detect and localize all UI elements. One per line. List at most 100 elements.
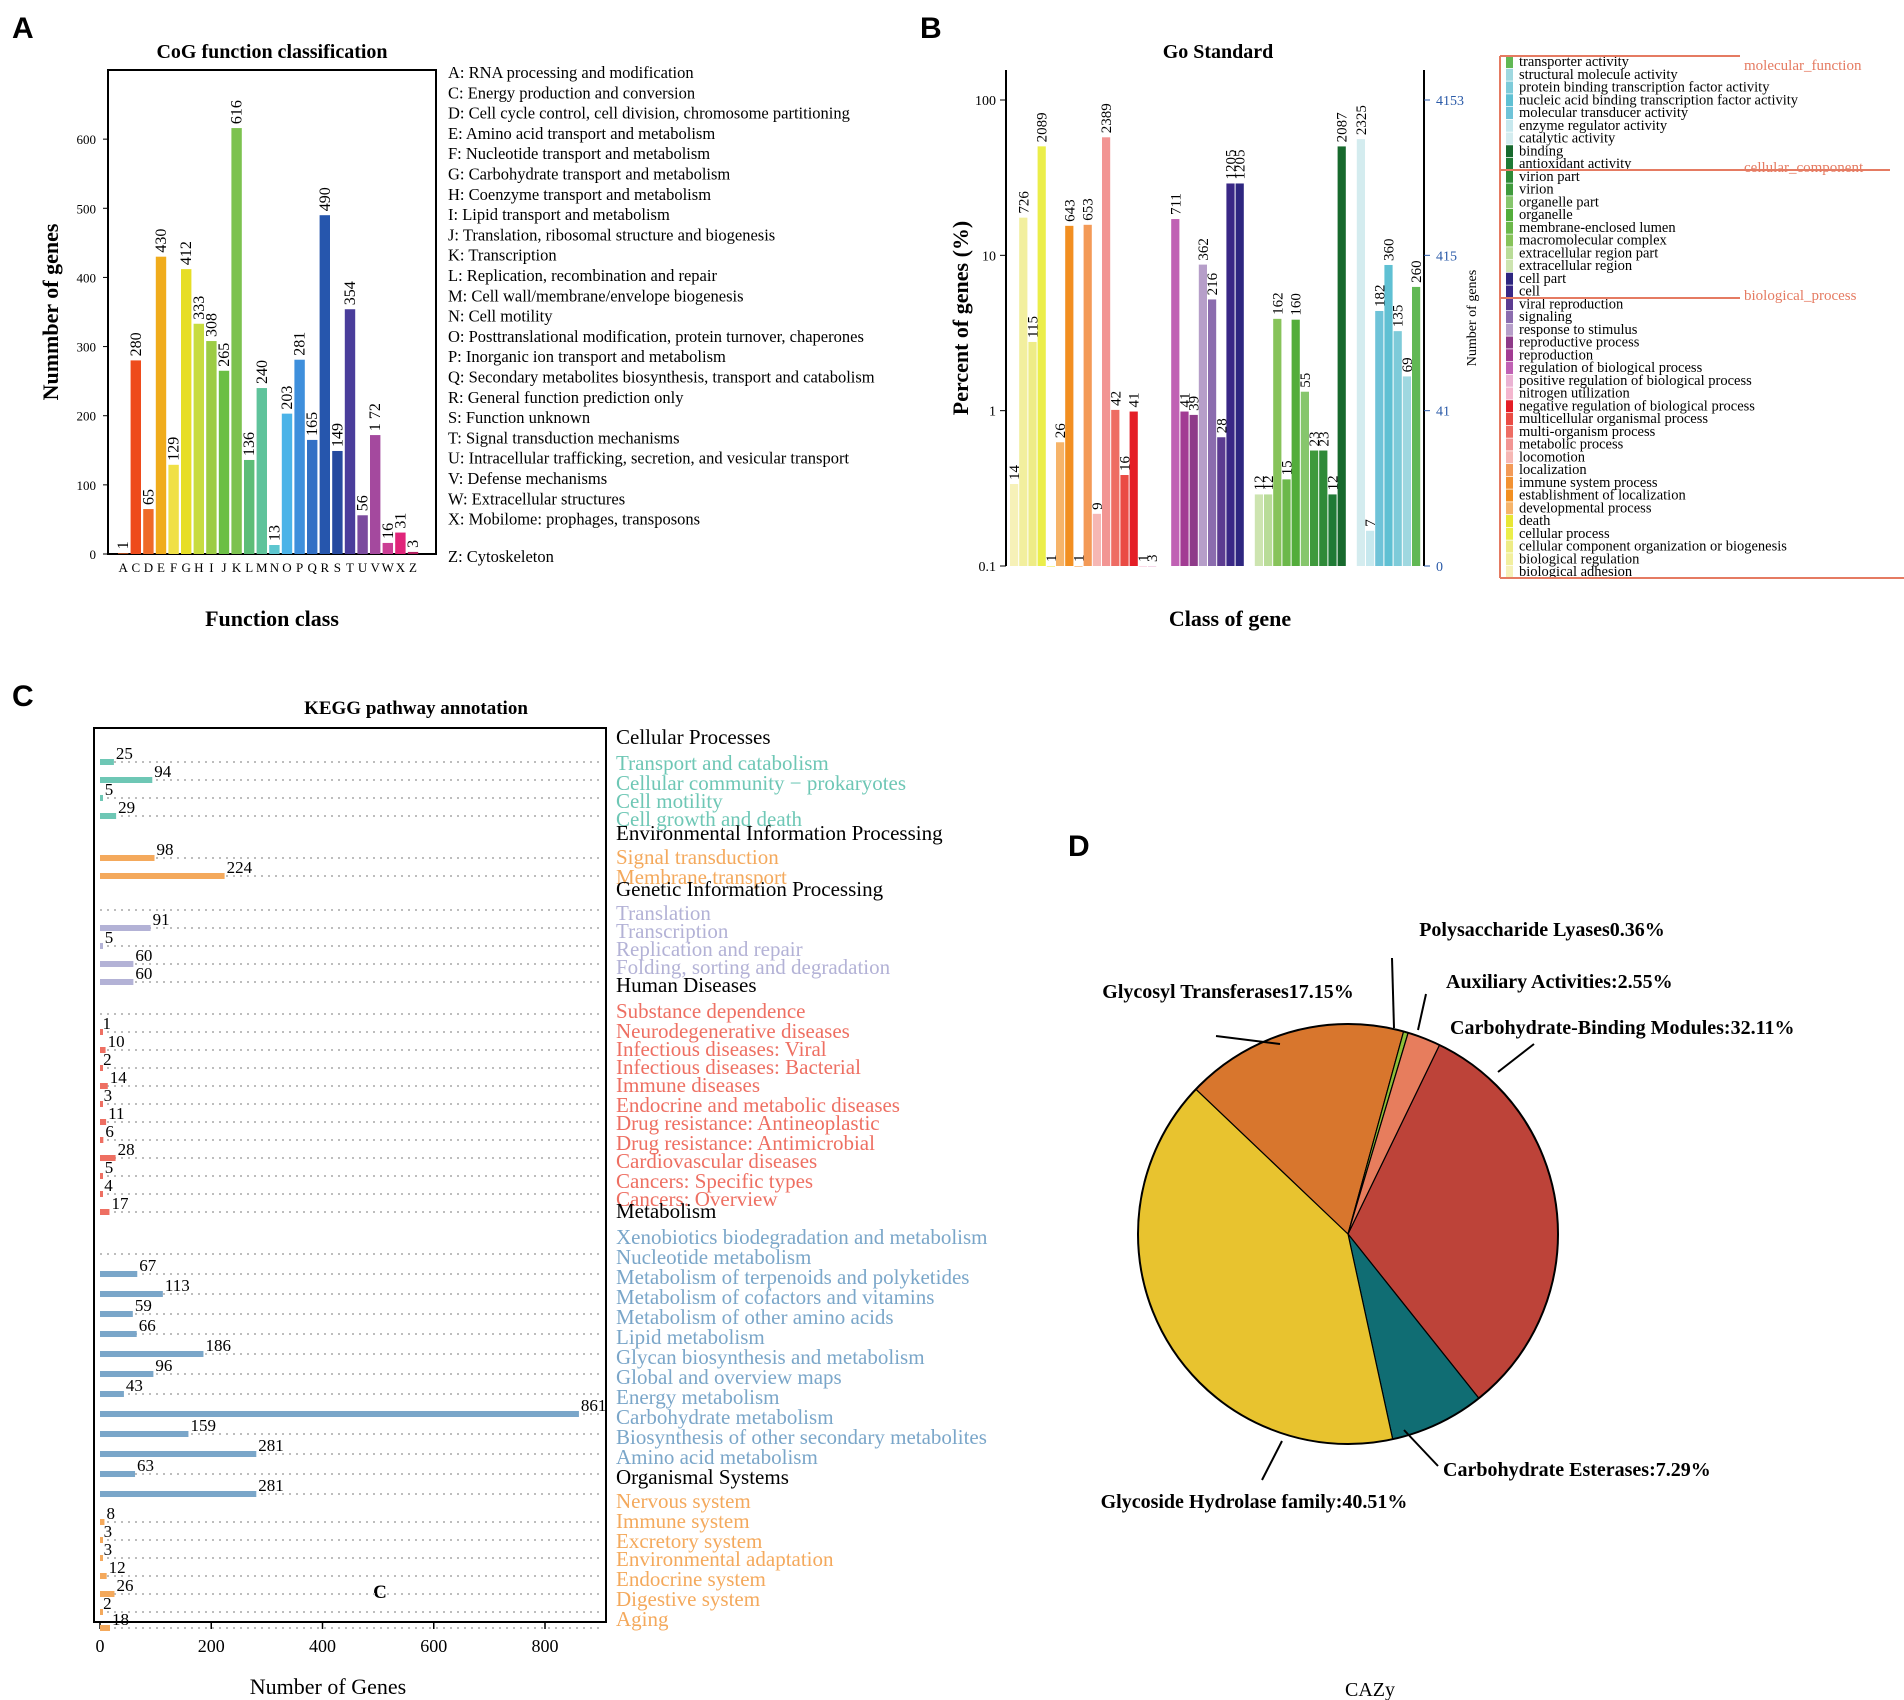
cog-bar-A (118, 553, 129, 554)
cog-category-label: C (131, 560, 140, 575)
go-ytick-label: 1 (989, 405, 996, 420)
go-ylabel-right: Number of genes (1465, 270, 1480, 366)
cog-bar-L (244, 459, 255, 554)
panel-letter-c: C (12, 680, 34, 713)
go-legend-swatch (1506, 515, 1513, 527)
cog-bar-P (294, 359, 305, 554)
go-value-label: 2325 (1354, 105, 1370, 135)
cog-bar-V (370, 435, 381, 554)
kegg-value-label: 59 (135, 1296, 152, 1315)
kegg-pathway-label: Drug resistance: Antimicrobial (616, 1131, 875, 1155)
cazy-leader-line (1391, 957, 1395, 1029)
cog-value-label: 149 (329, 423, 346, 447)
cog-ytick-label: 600 (77, 132, 97, 147)
kegg-value-label: 4 (104, 1176, 113, 1195)
cog-bar-U (357, 515, 368, 554)
cog-legend-entry: S: Function unknown (448, 408, 590, 427)
go-bar (1189, 414, 1198, 566)
go-value-label: 216 (1205, 272, 1221, 295)
panel-letter-d: D (1068, 830, 1090, 863)
go-bar (1037, 146, 1046, 567)
kegg-xtick-label: 200 (198, 1636, 225, 1656)
cog-value-label: 616 (229, 100, 246, 124)
kegg-xtick-label: 0 (96, 1636, 105, 1656)
cog-category-label: P (296, 560, 303, 575)
go-legend-swatch (1506, 540, 1513, 553)
go-value-label: 23 (1316, 432, 1332, 447)
cog-bar-G (181, 269, 192, 554)
kegg-bar (100, 759, 114, 765)
go-value-label: 726 (1016, 191, 1032, 214)
kegg-value-label: 18 (112, 1610, 129, 1629)
cog-legend-entry: T: Signal transduction mechanisms (448, 428, 680, 447)
go-legend-entry: virion (1519, 182, 1554, 198)
cog-ylabel: Nummber of genes (38, 223, 63, 400)
go-value-label: 3 (1145, 555, 1161, 563)
go-legend-entry: cell part (1519, 271, 1566, 287)
go-bar (1074, 566, 1083, 567)
cazy-slice-label: Auxiliary Activities:2.55% (1446, 971, 1673, 993)
go-bar (1171, 219, 1180, 566)
go-value-label: 1 (1044, 555, 1060, 563)
cazy-slice-label: Glycosyl Transferases17.15% (1102, 981, 1353, 1003)
kegg-value-label: 5 (105, 928, 114, 947)
kegg-bar (100, 1331, 137, 1337)
go-bar (1102, 137, 1111, 566)
cog-category-label: G (182, 560, 191, 575)
go-bar (1028, 341, 1037, 566)
cog-bar-M (256, 388, 267, 554)
go-bar (1310, 450, 1319, 566)
go-legend-entry: organelle (1519, 207, 1573, 223)
go-legend-swatch (1506, 234, 1513, 247)
go-value-label: 362 (1196, 238, 1212, 261)
cog-bar-T (344, 309, 356, 554)
go-bar (1337, 146, 1346, 566)
kegg-value-label: 113 (165, 1276, 190, 1295)
go-legend-swatch (1506, 311, 1513, 323)
kegg-pathway-label: Immune system (616, 1509, 750, 1533)
go-bar (1129, 411, 1138, 566)
kegg-pathway-label: Nervous system (616, 1489, 751, 1513)
cog-legend-entry: K: Transcription (448, 246, 557, 265)
go-bar (1120, 475, 1129, 566)
kegg-bar (100, 1351, 204, 1357)
kegg-pathway-chart: KEGG pathway annotation 0 200 400 600 800 Numb… (93, 698, 988, 1699)
go-legend-swatch (1506, 451, 1513, 464)
kegg-value-label: 29 (118, 798, 135, 817)
go-bar (1375, 310, 1384, 566)
cog-bar-S (332, 450, 343, 554)
kegg-pathway-label: Nucleotide metabolism (616, 1245, 811, 1269)
kegg-value-label: 159 (190, 1416, 216, 1435)
cog-bar-R (319, 215, 330, 554)
kegg-pathway-label: Lipid metabolism (616, 1325, 765, 1349)
kegg-pathway-label: Cancers: Overview (616, 1187, 778, 1211)
go-bar (1019, 217, 1028, 567)
go-bar (1010, 484, 1019, 566)
go-ytick-right-label: 41 (1436, 405, 1450, 420)
kegg-pathway-label: Carbohydrate metabolism (616, 1405, 834, 1429)
go-legend-entry: viral reproduction (1519, 296, 1624, 312)
go-ytick-right-label: 0 (1436, 560, 1443, 575)
cazy-slice-label: Carbohydrate-Binding Modules:32.11% (1450, 1017, 1794, 1039)
go-legend-entry: locomotion (1519, 449, 1586, 465)
go-legend-swatch (1506, 298, 1513, 311)
go-value-label: 14 (1007, 465, 1023, 481)
cog-value-label: 281 (292, 332, 309, 356)
cazy-xlabel: CAZy (1345, 1679, 1395, 1700)
go-value-label: 360 (1382, 238, 1398, 261)
kegg-value-label: 224 (227, 858, 253, 877)
kegg-pathway-label: Transcription (616, 919, 729, 943)
kegg-bar (100, 1209, 110, 1215)
kegg-pathway-label: Energy metabolism (616, 1385, 780, 1409)
kegg-category-header: Organismal Systems (616, 1465, 789, 1489)
go-value-label: 162 (1270, 292, 1286, 315)
cog-value-label: 129 (166, 437, 183, 461)
panel-letter-a: A (12, 12, 34, 45)
kegg-value-label: 96 (155, 1356, 172, 1375)
go-legend-entry: reproduction (1519, 347, 1594, 363)
go-legend-swatch (1506, 323, 1513, 336)
go-legend-swatch (1506, 374, 1513, 387)
go-legend-entry: transporter activity (1519, 54, 1630, 70)
cog-category-label: O (282, 560, 291, 575)
